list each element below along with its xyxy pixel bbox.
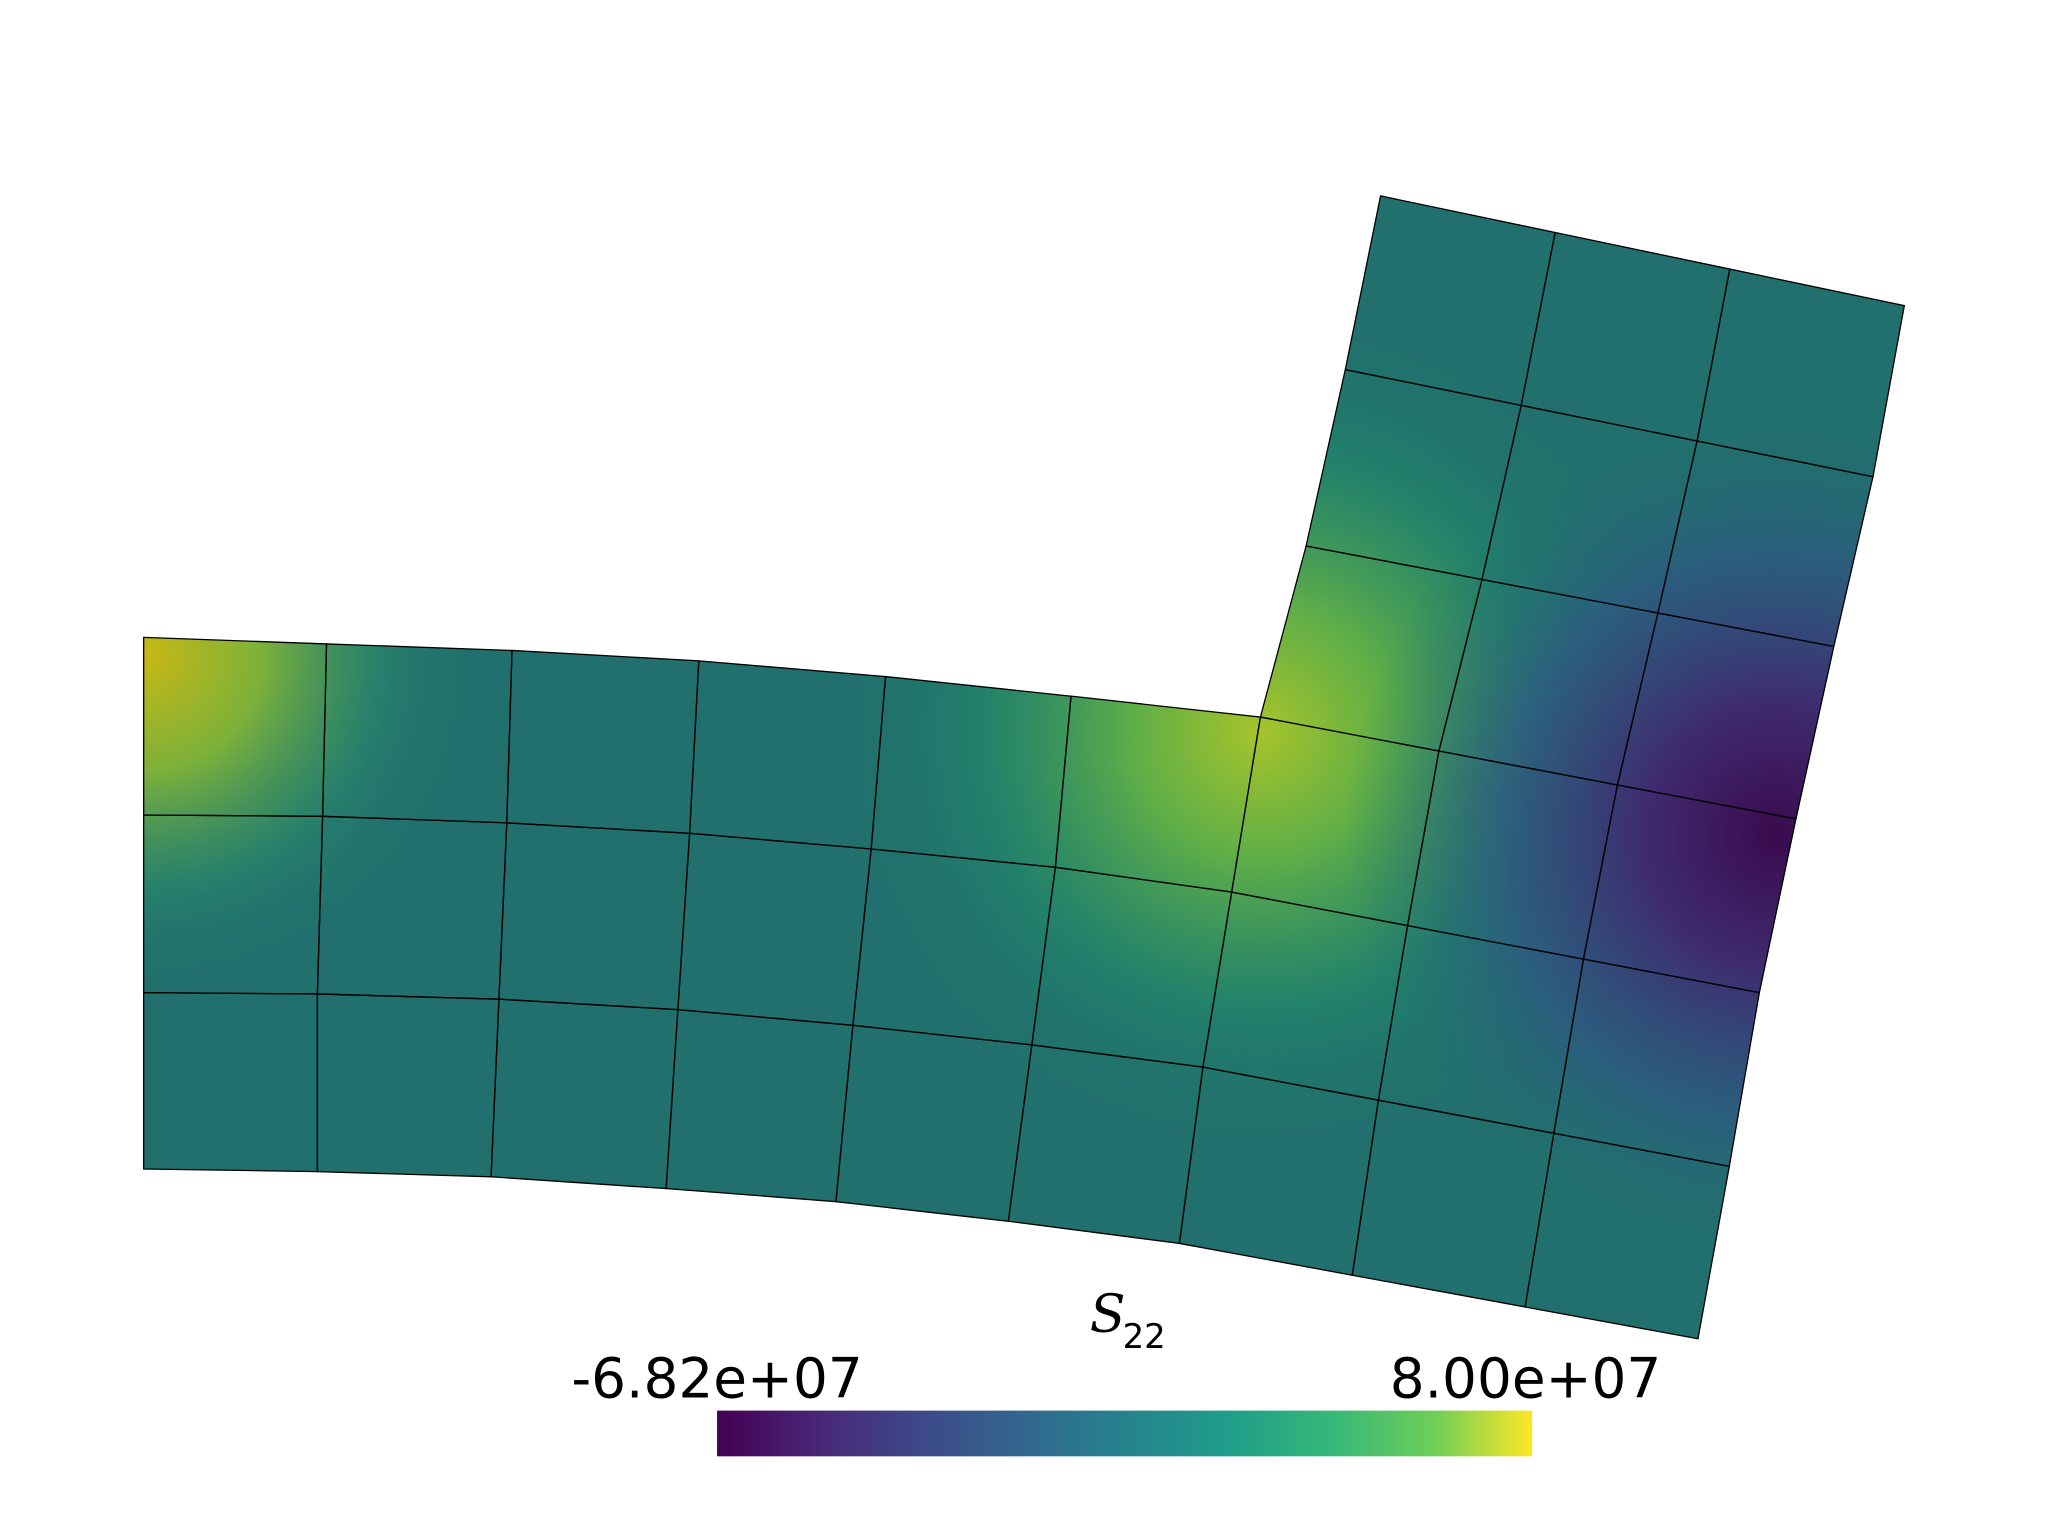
mesh-cell xyxy=(1524,1132,1731,1340)
colorbar-subscript: 22 xyxy=(1123,1317,1166,1357)
colorbar-tick-label: 8.00e+07 xyxy=(1390,1347,1662,1411)
colorbar-title: S xyxy=(1090,1285,1126,1345)
colorbar-tick-label: -6.82e+07 xyxy=(571,1347,862,1411)
colorbar xyxy=(717,1410,1533,1457)
